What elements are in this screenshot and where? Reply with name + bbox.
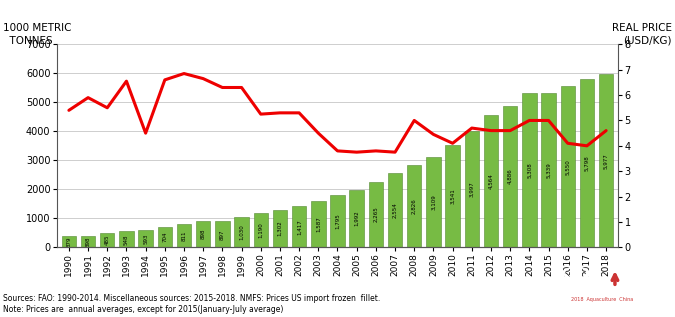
Text: .: . (613, 288, 617, 299)
Text: 3,109: 3,109 (431, 194, 436, 210)
Bar (369, 182, 383, 247)
Text: 1,190: 1,190 (259, 222, 263, 238)
Bar (350, 190, 364, 247)
Bar (273, 210, 287, 247)
Bar (426, 157, 441, 247)
Text: 593: 593 (143, 233, 148, 244)
Text: 1,587: 1,587 (316, 217, 321, 232)
Bar (100, 233, 115, 247)
Text: 379: 379 (66, 236, 72, 247)
Bar (311, 201, 325, 247)
Text: 1,795: 1,795 (335, 213, 340, 229)
Text: 1,030: 1,030 (239, 224, 244, 240)
Bar (503, 106, 517, 247)
Text: 2018  Aquaculture  China: 2018 Aquaculture China (571, 297, 634, 302)
Text: 5,550: 5,550 (565, 159, 570, 175)
Text: (USD/KG): (USD/KG) (623, 36, 672, 46)
Bar (119, 231, 134, 247)
Bar (254, 213, 268, 247)
Bar (388, 173, 402, 247)
Text: 1000 METRIC: 1000 METRIC (3, 23, 72, 33)
Text: 4,886: 4,886 (508, 169, 513, 184)
Bar (446, 145, 460, 247)
Text: 4,564: 4,564 (489, 173, 493, 189)
Text: REAL PRICE: REAL PRICE (612, 23, 672, 33)
Text: 2,554: 2,554 (393, 202, 398, 218)
Text: 1,302: 1,302 (277, 221, 282, 236)
Bar (158, 227, 172, 247)
Text: 3,997: 3,997 (469, 181, 475, 197)
Text: 1,992: 1,992 (354, 210, 359, 226)
Text: TONNES: TONNES (3, 36, 53, 46)
Text: GO: GO (560, 268, 591, 286)
Bar (292, 206, 306, 247)
Text: 2,826: 2,826 (412, 198, 416, 214)
Bar (464, 132, 479, 247)
Bar (541, 93, 556, 247)
Bar (215, 221, 230, 247)
Text: 5,798: 5,798 (585, 155, 589, 171)
Bar (599, 74, 614, 247)
Text: 2,265: 2,265 (373, 207, 379, 222)
Bar (522, 94, 537, 247)
Bar (234, 217, 249, 247)
Text: 897: 897 (220, 229, 225, 240)
Bar (407, 165, 421, 247)
Bar (61, 236, 76, 247)
Bar (177, 224, 191, 247)
Bar (330, 195, 345, 247)
Text: L: L (631, 268, 644, 286)
Bar (580, 79, 594, 247)
Text: 704: 704 (162, 232, 167, 242)
Text: Sources: FAO: 1990-2014. Miscellaneous sources: 2015-2018. NMFS: Prices US impor: Sources: FAO: 1990-2014. Miscellaneous s… (3, 294, 381, 314)
Text: 485: 485 (105, 235, 110, 245)
Text: 5,339: 5,339 (546, 162, 551, 178)
Text: 898: 898 (200, 229, 206, 240)
Text: 1,417: 1,417 (296, 219, 302, 235)
Bar (138, 230, 153, 247)
Text: 5,308: 5,308 (527, 163, 532, 178)
Bar (81, 236, 95, 247)
Text: 811: 811 (182, 230, 186, 241)
Bar (196, 221, 211, 247)
Text: 398: 398 (86, 236, 90, 247)
Bar (560, 87, 575, 247)
Text: 3,541: 3,541 (450, 188, 455, 204)
Text: 548: 548 (124, 234, 129, 245)
Bar (484, 115, 498, 247)
Text: 5,977: 5,977 (603, 153, 609, 169)
